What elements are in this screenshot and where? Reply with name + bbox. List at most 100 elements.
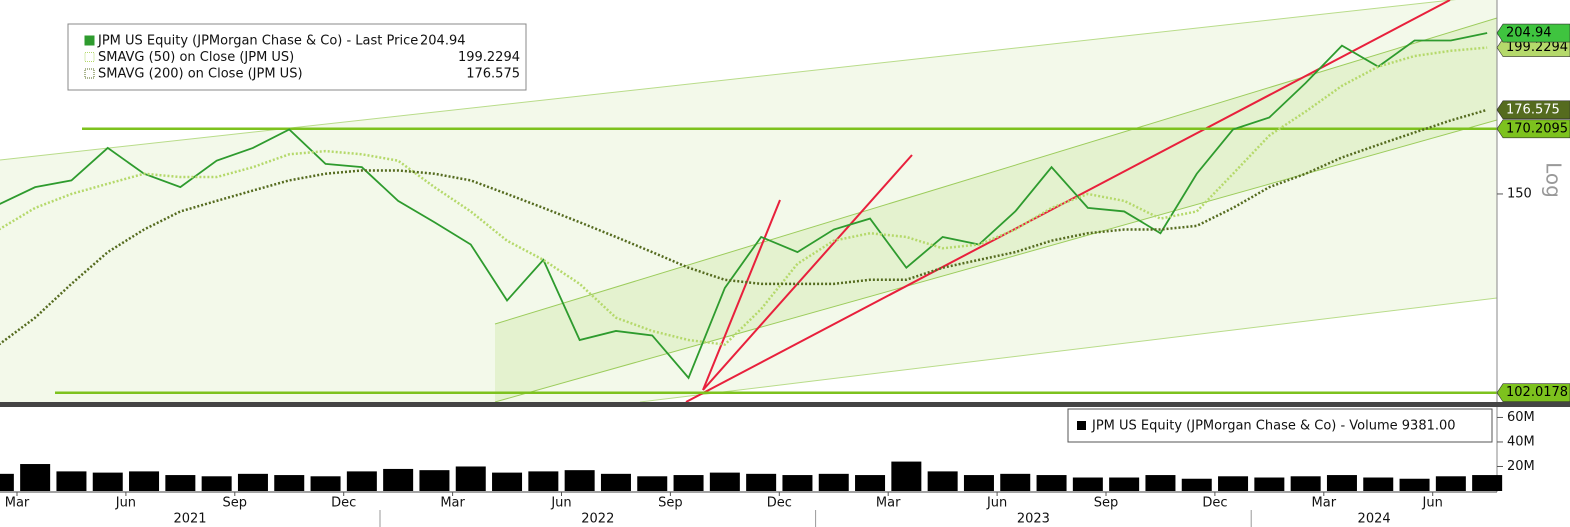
- volume-bar: [709, 472, 740, 491]
- inner-channel: [495, 18, 1497, 402]
- volume-bar: [20, 464, 51, 491]
- volume-bar: [492, 472, 523, 491]
- volume-bar: [419, 470, 450, 491]
- plot: [0, 32, 1497, 394]
- series-line: [0, 46, 1488, 346]
- volume-bar: [237, 473, 268, 491]
- legend-swatch: [84, 35, 95, 46]
- value-marker: [1496, 100, 1570, 120]
- volume-bar: [927, 471, 958, 491]
- channel-line: [0, 0, 1457, 161]
- value-marker: [1496, 23, 1570, 43]
- volume-bar: [56, 471, 87, 491]
- y-tick-label: 150: [1507, 186, 1532, 201]
- trend-line: [702, 199, 781, 391]
- x-tick-label: Dec: [331, 496, 356, 511]
- volume-bar: [1435, 476, 1466, 491]
- volume-bar: [528, 471, 559, 491]
- scale-label: Log: [1542, 162, 1566, 198]
- volume-bar: [455, 466, 486, 491]
- volume-bar: [1109, 477, 1140, 491]
- year-label: 2022: [581, 512, 614, 527]
- volume-bar: [673, 475, 704, 491]
- value-marker-label: 102.0178: [1506, 385, 1568, 400]
- volume-bar: [383, 468, 414, 491]
- legend-value: 176.575: [466, 67, 520, 82]
- volume-bar: [1072, 477, 1103, 491]
- channel-line: [494, 119, 1497, 402]
- volume-bar: [1326, 475, 1357, 491]
- volume-legend: [1067, 408, 1493, 443]
- x-tick-label: Jun: [1422, 496, 1443, 511]
- legend-label: SMAVG (50) on Close (JPM US): [98, 50, 294, 65]
- legend-label: JPM US Equity (JPMorgan Chase & Co) - La…: [97, 34, 418, 49]
- volume-bar: [1218, 476, 1249, 491]
- legend-swatch: [84, 68, 95, 79]
- legend-value: 204.94: [420, 34, 466, 49]
- volume-bar: [1363, 477, 1394, 491]
- x-tick-label: Mar: [876, 496, 901, 511]
- volume-bar: [600, 473, 631, 491]
- volume-bar: [746, 473, 777, 491]
- y-tick-label: 20M: [1507, 459, 1535, 474]
- channel-line: [639, 297, 1497, 402]
- volume-bar: [0, 473, 14, 491]
- series-line: [0, 32, 1488, 380]
- legend-swatch: [1077, 421, 1086, 430]
- x-tick-label: Sep: [658, 496, 683, 511]
- x-tick-label: Mar: [1312, 496, 1337, 511]
- x-tick-label: Mar: [5, 496, 30, 511]
- volume-bar: [129, 471, 160, 491]
- outer-channel: [0, 0, 1497, 402]
- x-tick-label: Sep: [223, 496, 248, 511]
- y-tick-label: 40M: [1507, 434, 1535, 449]
- year-label: 2021: [173, 512, 206, 527]
- x-tick-label: Jun: [986, 496, 1007, 511]
- volume-bar: [891, 461, 922, 491]
- panel-divider: [0, 402, 1570, 407]
- x-tick-label: Jun: [550, 496, 571, 511]
- volume-bar: [274, 475, 305, 491]
- volume-bar: [782, 475, 813, 491]
- value-marker-label: 170.2095: [1506, 121, 1568, 136]
- year-label: 2024: [1358, 512, 1391, 527]
- volume-bar: [92, 472, 123, 491]
- volume-bar: [201, 476, 232, 491]
- year-label: 2023: [1017, 512, 1050, 527]
- volume-bar: [1254, 477, 1285, 491]
- legend-value: 199.2294: [458, 50, 520, 65]
- volume-bar: [564, 470, 595, 491]
- volume-legend-text: JPM US Equity (JPMorgan Chase & Co) - Vo…: [1091, 419, 1456, 434]
- value-marker-label: 176.575: [1506, 102, 1560, 117]
- legend: [67, 23, 527, 91]
- legend-swatch: [84, 52, 95, 62]
- y-tick-label: 60M: [1507, 410, 1535, 425]
- trend-line: [702, 154, 913, 391]
- volume-bar: [1145, 475, 1176, 491]
- volume-bar: [637, 476, 668, 491]
- volume-bar: [1290, 476, 1321, 491]
- volume-bar: [1472, 475, 1503, 491]
- volume-bar: [346, 471, 377, 491]
- date-axis: [0, 492, 1570, 527]
- volume-bar: [855, 475, 886, 491]
- channel-line: [494, 17, 1497, 325]
- x-tick-label: Dec: [767, 496, 792, 511]
- value-marker: [1496, 119, 1570, 139]
- value-marker-label: 199.2294: [1506, 40, 1568, 55]
- volume-bar: [963, 475, 994, 491]
- channels: [0, 0, 1497, 402]
- series-line: [0, 108, 1488, 346]
- value-marker-label: 204.94: [1506, 26, 1552, 41]
- x-tick-label: Jun: [115, 496, 136, 511]
- x-tick-label: Sep: [1094, 496, 1119, 511]
- volume-bar: [310, 476, 341, 491]
- x-tick-label: Dec: [1202, 496, 1227, 511]
- x-tick-label: Mar: [440, 496, 465, 511]
- volume-bar: [1399, 478, 1430, 491]
- volume-bar: [1181, 478, 1212, 491]
- value-marker: [1496, 383, 1570, 403]
- volume-bar: [1000, 473, 1031, 491]
- volume-bar: [165, 475, 196, 491]
